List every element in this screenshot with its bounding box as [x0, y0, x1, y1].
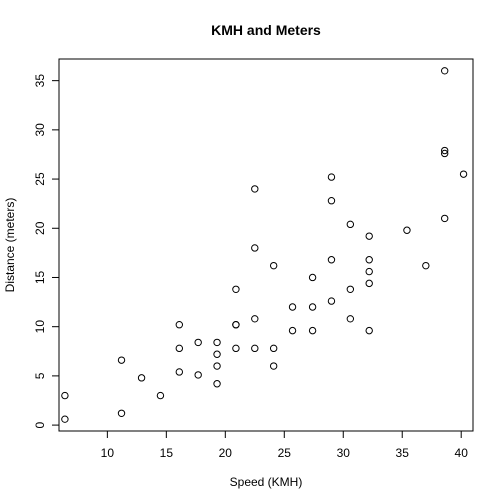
data-point-44 [422, 261, 430, 270]
data-point-5 [156, 391, 165, 400]
data-point-40 [365, 267, 373, 276]
data-point-17 [232, 321, 240, 329]
y-tick-label: 15 [33, 270, 47, 284]
plot-frame [58, 58, 474, 432]
data-point-24 [269, 344, 278, 353]
chart-title: KMH and Meters [211, 22, 321, 38]
x-tick-label: 30 [337, 446, 351, 460]
data-point-10 [194, 338, 202, 347]
y-tick-label: 30 [33, 123, 47, 137]
x-tick-label: 35 [396, 446, 410, 460]
data-point-22 [251, 185, 259, 193]
data-point-41 [365, 256, 373, 264]
data-point-48 [440, 67, 449, 75]
x-tick-label: 40 [455, 446, 469, 460]
data-point-32 [327, 256, 336, 264]
data-point-28 [308, 326, 317, 335]
data-point-13 [213, 350, 221, 358]
data-point-3 [117, 356, 126, 364]
x-tick-label: 25 [278, 446, 292, 460]
y-tick-label: 20 [33, 221, 47, 235]
data-point-37 [346, 220, 355, 229]
data-point-21 [251, 244, 259, 252]
data-point-42 [365, 232, 373, 240]
data-point-20 [251, 315, 259, 323]
data-point-38 [365, 326, 373, 335]
data-point-43 [403, 226, 411, 234]
y-tick-label: 10 [33, 320, 47, 334]
data-point-7 [175, 344, 184, 353]
data-point-26 [288, 326, 297, 335]
data-point-4 [137, 374, 146, 382]
x-tick-label: 15 [160, 446, 174, 460]
data-point-23 [269, 362, 278, 370]
data-point-0 [61, 415, 69, 423]
data-point-8 [175, 321, 184, 329]
y-tick-label: 25 [33, 172, 47, 186]
data-point-39 [365, 279, 373, 288]
data-point-34 [327, 173, 336, 181]
y-axis-label: Distance (meters) [3, 198, 17, 293]
data-point-47 [440, 146, 449, 155]
data-point-2 [117, 409, 126, 417]
y-tick-label: 35 [33, 74, 47, 88]
data-point-29 [308, 303, 317, 311]
data-point-18 [232, 285, 240, 293]
x-tick-label: 10 [101, 446, 115, 460]
data-point-15 [232, 344, 240, 353]
y-axis: 0 5 10 15 20 25 30 35 [33, 74, 59, 428]
data-point-11 [213, 380, 221, 388]
data-point-46 [440, 149, 449, 158]
x-axis: 10 15 20 25 30 35 40 [101, 431, 469, 460]
y-tick-label: 0 [33, 421, 47, 428]
data-point-27 [288, 303, 297, 311]
data-point-9 [194, 371, 202, 379]
data-point-35 [346, 315, 355, 323]
data-point-49 [459, 170, 468, 178]
data-point-12 [213, 362, 221, 370]
data-point-36 [346, 285, 355, 293]
data-point-25 [269, 261, 278, 270]
data-point-14 [213, 338, 221, 347]
y-tick-label: 5 [33, 372, 47, 379]
data-point-19 [251, 344, 259, 353]
data-point-6 [175, 368, 184, 376]
data-points [61, 67, 468, 423]
x-axis-label: Speed (KMH) [230, 475, 303, 489]
data-point-31 [327, 297, 336, 305]
data-point-1 [61, 391, 69, 400]
data-point-33 [327, 197, 336, 205]
x-tick-label: 20 [219, 446, 233, 460]
data-point-45 [440, 214, 449, 223]
data-point-30 [308, 273, 317, 282]
